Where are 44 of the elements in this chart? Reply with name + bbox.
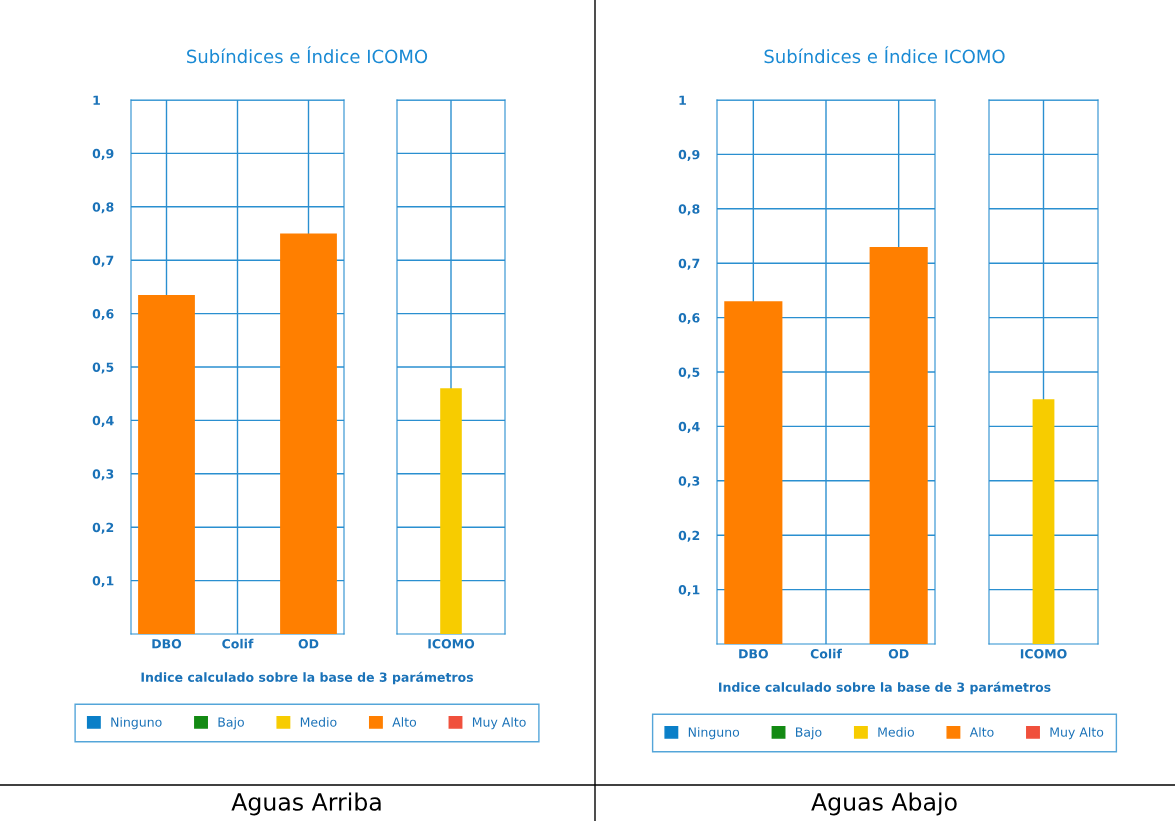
legend-label: Bajo xyxy=(796,727,822,740)
y-tick-label: 0,4 xyxy=(678,421,700,433)
x-tick-label: Colif xyxy=(810,648,842,659)
y-tick-label: 0,6 xyxy=(678,313,700,325)
y-tick-label: 0,5 xyxy=(678,367,700,379)
y-tick-label: 0,9 xyxy=(678,149,700,161)
y-tick-label: 0,8 xyxy=(678,204,700,216)
legend-label: Ninguno xyxy=(688,727,740,740)
y-tick-label: 1 xyxy=(93,95,100,105)
y-tick-label: 0,3 xyxy=(92,469,114,481)
x-tick-label: DBO xyxy=(152,639,182,649)
y-tick-label: 0,2 xyxy=(678,530,700,542)
chart-title: Subíndices e Índice ICOMO xyxy=(187,46,428,64)
legend-label: Muy Alto xyxy=(472,717,526,730)
y-tick-label: 0,7 xyxy=(678,258,700,270)
x-tick-label: DBO xyxy=(739,649,768,659)
x-tick-label: ICOMO xyxy=(428,639,475,649)
legend-label: Medio xyxy=(300,717,337,727)
y-tick-label: 0,4 xyxy=(92,415,114,427)
x-tick-label: ICOMO xyxy=(1020,649,1067,659)
y-tick-label: 0,2 xyxy=(92,522,114,534)
y-tick-label: 0,8 xyxy=(92,202,114,214)
y-tick-label: 0,7 xyxy=(92,255,114,267)
legend-label: Medio xyxy=(878,727,914,737)
legend-label: Bajo xyxy=(218,717,244,730)
x-axis-title: Indice calculado sobre la base de 3 parámetros xyxy=(719,681,1051,695)
y-tick-label: 0,6 xyxy=(92,309,114,321)
x-axis-title: Indice calculado sobre la base de 3 parámetros xyxy=(141,671,474,685)
text: Aguas Abajo xyxy=(811,792,957,816)
y-tick-label: 0,1 xyxy=(92,576,114,588)
chart-title: Subíndices e Índice ICOMO xyxy=(764,46,1005,64)
legend-label: Alto xyxy=(969,727,994,737)
y-tick-label: 0,3 xyxy=(678,476,700,488)
x-tick-label: OD xyxy=(298,639,319,649)
text: Aguas Arriba xyxy=(231,792,381,816)
y-tick-label: 0,9 xyxy=(92,148,114,160)
x-tick-label: Colif xyxy=(222,638,254,649)
legend-label: Alto xyxy=(392,717,417,727)
y-tick-label: 0,1 xyxy=(678,585,700,597)
y-tick-label: 1 xyxy=(679,95,686,105)
legend-label: Muy Alto xyxy=(1050,727,1104,740)
legend-label: Ninguno xyxy=(111,717,162,730)
x-tick-label: OD xyxy=(888,649,909,659)
y-tick-label: 0,5 xyxy=(92,362,114,374)
